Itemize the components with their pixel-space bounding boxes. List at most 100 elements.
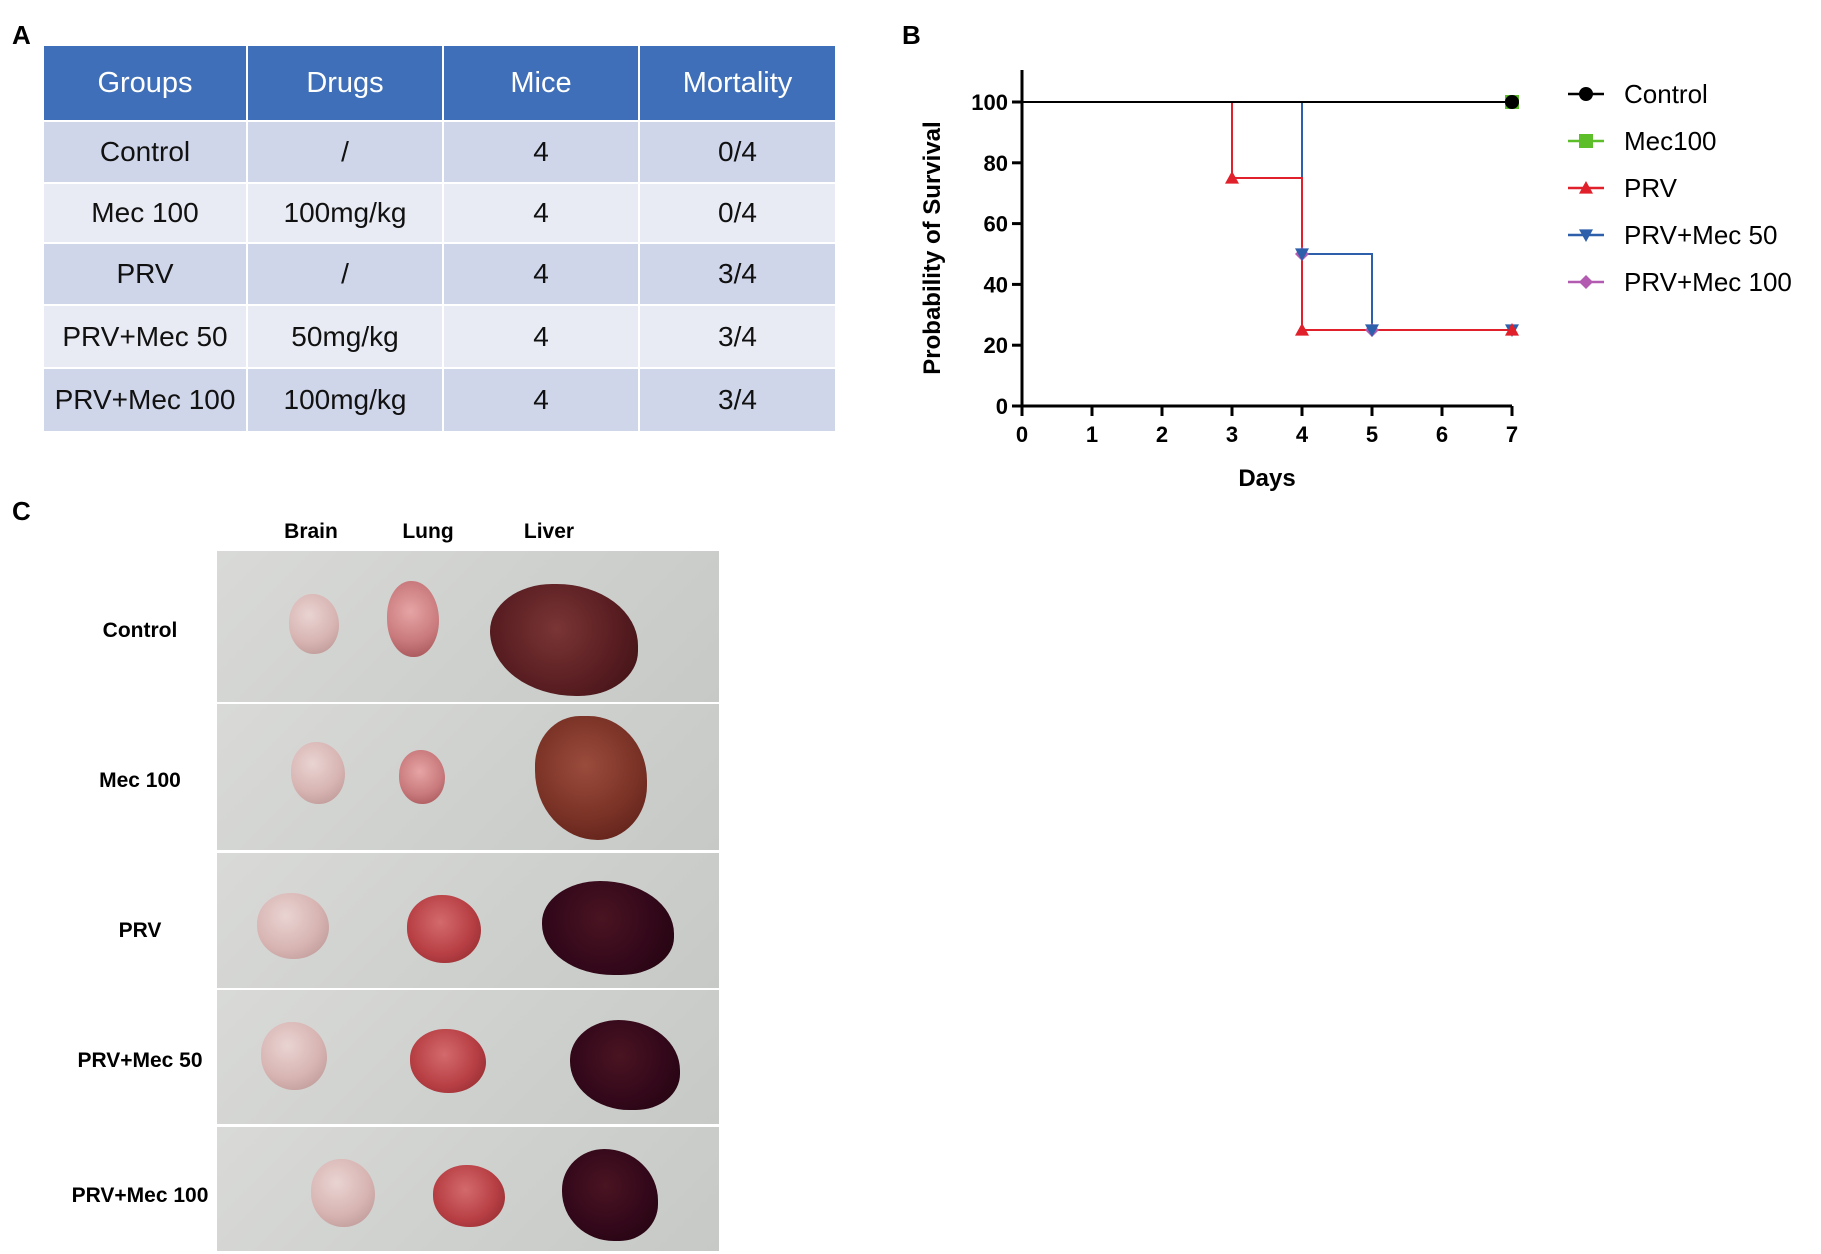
chart-axes: 0 20 40 60 80 100 0 1 2 3 4 5 6 7 Days Probability of S… bbox=[919, 70, 1518, 492]
cell-mortality: 3/4 bbox=[639, 243, 837, 306]
x-tick-label: 2 bbox=[1156, 422, 1168, 447]
cell-group: PRV+Mec 100 bbox=[44, 368, 248, 433]
legend-label: Control bbox=[1624, 79, 1708, 109]
legend-marker bbox=[1579, 181, 1593, 194]
lung-specimen bbox=[433, 1165, 505, 1227]
legend-marker bbox=[1579, 275, 1593, 289]
cell-group: PRV bbox=[44, 243, 248, 306]
table-header-row: Groups Drugs Mice Mortality bbox=[44, 46, 837, 122]
brain-specimen bbox=[311, 1159, 375, 1227]
legend-label: PRV+Mec 50 bbox=[1624, 220, 1777, 250]
liver-specimen bbox=[542, 881, 674, 975]
organ-photo-control bbox=[217, 551, 719, 702]
cell-drug: / bbox=[247, 243, 444, 306]
liver-specimen bbox=[490, 584, 638, 696]
lung-specimen bbox=[399, 750, 445, 804]
chart-legend: Control Mec100 PRV PRV+Mec 50 PRV+Mec 100 bbox=[1568, 79, 1792, 297]
header-groups: Groups bbox=[44, 46, 248, 122]
legend-label: PRV bbox=[1624, 173, 1678, 203]
data-point bbox=[1365, 324, 1379, 337]
brain-specimen bbox=[289, 594, 339, 654]
x-tick-label: 3 bbox=[1226, 422, 1238, 447]
table-row: Mec 100 100mg/kg 4 0/4 bbox=[44, 183, 837, 244]
y-tick-label: 40 bbox=[984, 272, 1008, 297]
legend-marker bbox=[1579, 134, 1593, 148]
brain-specimen bbox=[257, 893, 329, 959]
cell-drug: / bbox=[247, 121, 444, 184]
lung-specimen bbox=[387, 581, 439, 657]
table-row: PRV+Mec 100 100mg/kg 4 3/4 bbox=[44, 368, 837, 433]
cell-mice: 4 bbox=[443, 243, 640, 306]
column-label-lung: Lung bbox=[402, 520, 454, 543]
y-axis-label: Probability of Survival bbox=[919, 121, 946, 374]
legend-label: Mec100 bbox=[1624, 126, 1717, 156]
organ-photo-prv bbox=[217, 853, 719, 988]
cell-group: Mec 100 bbox=[44, 183, 248, 244]
cell-mice: 4 bbox=[443, 121, 640, 184]
y-tick-label: 20 bbox=[984, 333, 1008, 358]
chart-plot-area bbox=[1022, 95, 1519, 337]
cell-mice: 4 bbox=[443, 368, 640, 433]
x-tick-label: 5 bbox=[1366, 422, 1378, 447]
x-tick-label: 4 bbox=[1296, 422, 1309, 447]
y-tick-label: 60 bbox=[984, 212, 1008, 237]
groups-table: Groups Drugs Mice Mortality Control / 4 … bbox=[44, 46, 837, 433]
legend-marker bbox=[1579, 229, 1593, 242]
table-row: PRV+Mec 50 50mg/kg 4 3/4 bbox=[44, 305, 837, 369]
header-mortality: Mortality bbox=[639, 46, 837, 122]
cell-mice: 4 bbox=[443, 305, 640, 369]
y-tick-label: 80 bbox=[984, 151, 1008, 176]
panel-label-b: B bbox=[902, 20, 921, 50]
data-point bbox=[1505, 95, 1519, 109]
table-row: Control / 4 0/4 bbox=[44, 121, 837, 184]
brain-specimen bbox=[261, 1022, 327, 1090]
table-row: PRV / 4 3/4 bbox=[44, 243, 837, 306]
column-label-liver: Liver bbox=[523, 520, 575, 543]
data-point bbox=[1295, 248, 1309, 261]
data-point bbox=[1505, 323, 1519, 336]
x-tick-label: 0 bbox=[1016, 422, 1028, 447]
cell-drug: 100mg/kg bbox=[247, 368, 444, 433]
cell-mortality: 0/4 bbox=[639, 183, 837, 244]
row-label-prv-mec100: PRV+Mec 100 bbox=[71, 1184, 209, 1207]
row-label-prv-mec50: PRV+Mec 50 bbox=[77, 1049, 203, 1072]
cell-mice: 4 bbox=[443, 183, 640, 244]
legend-label: PRV+Mec 100 bbox=[1624, 267, 1792, 297]
cell-mortality: 3/4 bbox=[639, 368, 837, 433]
row-label-mec100: Mec 100 bbox=[99, 769, 181, 792]
x-tick-label: 1 bbox=[1086, 422, 1098, 447]
cell-group: PRV+Mec 50 bbox=[44, 305, 248, 369]
panel-label-c: C bbox=[12, 496, 31, 526]
series-line-prv-mec-50 bbox=[1022, 101, 1512, 331]
y-tick-label: 100 bbox=[971, 90, 1008, 115]
cell-drug: 50mg/kg bbox=[247, 305, 444, 369]
series-line-prv bbox=[1022, 101, 1512, 331]
cell-drug: 100mg/kg bbox=[247, 183, 444, 244]
cell-mortality: 3/4 bbox=[639, 305, 837, 369]
panel-label-a: A bbox=[12, 20, 31, 50]
header-mice: Mice bbox=[443, 46, 640, 122]
series-line-prv-mec-100 bbox=[1022, 101, 1512, 331]
liver-specimen bbox=[562, 1149, 658, 1241]
organ-photo-prv-mec100 bbox=[217, 1127, 719, 1251]
x-tick-label: 6 bbox=[1436, 422, 1448, 447]
header-drugs: Drugs bbox=[247, 46, 444, 122]
legend-marker bbox=[1579, 87, 1593, 101]
liver-specimen bbox=[570, 1020, 680, 1110]
brain-specimen bbox=[291, 742, 345, 804]
column-label-brain: Brain bbox=[284, 520, 338, 543]
liver-specimen bbox=[535, 716, 647, 840]
row-label-prv: PRV bbox=[118, 919, 162, 942]
row-label-control: Control bbox=[102, 619, 178, 642]
organ-photo-prv-mec50 bbox=[217, 990, 719, 1124]
lung-specimen bbox=[407, 895, 481, 963]
survival-chart: 0 20 40 60 80 100 0 1 2 3 4 5 6 7 Days Probability of S… bbox=[919, 70, 1792, 492]
x-axis-label: Days bbox=[1238, 465, 1295, 492]
organ-photo-mec100 bbox=[217, 704, 719, 850]
x-tick-label: 7 bbox=[1506, 422, 1518, 447]
data-point bbox=[1295, 323, 1309, 336]
cell-mortality: 0/4 bbox=[639, 121, 837, 184]
cell-group: Control bbox=[44, 121, 248, 184]
data-point bbox=[1225, 171, 1239, 184]
y-tick-label: 0 bbox=[996, 394, 1008, 419]
